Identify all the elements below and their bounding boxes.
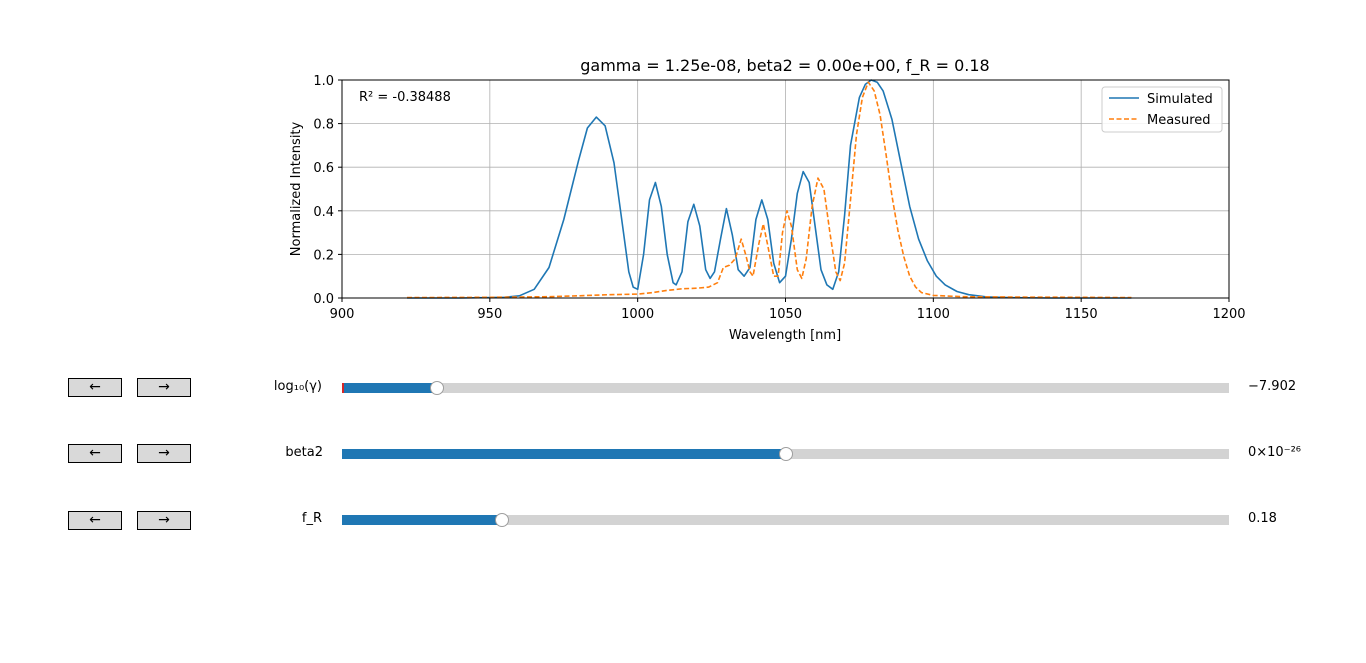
beta2-slider-fill bbox=[342, 449, 786, 459]
y-tick-label: 0.2 bbox=[313, 248, 334, 263]
fr-slider-label: f_R bbox=[301, 511, 322, 526]
x-tick-label: 1050 bbox=[769, 307, 802, 322]
y-tick-label: 0.4 bbox=[313, 205, 334, 220]
fr-next-button[interactable]: → bbox=[137, 511, 191, 530]
y-tick-label: 0.0 bbox=[313, 292, 334, 307]
beta2-slider-label: beta2 bbox=[285, 445, 323, 460]
x-tick-label: 1000 bbox=[621, 307, 654, 322]
y-axis-label: Normalized Intensity bbox=[289, 121, 304, 256]
gamma-next-button[interactable]: → bbox=[137, 378, 191, 397]
fr-slider-track[interactable] bbox=[342, 513, 1229, 527]
beta2-next-button[interactable]: → bbox=[137, 444, 191, 463]
fr-prev-button[interactable]: ← bbox=[68, 511, 122, 530]
gamma-slider-label: log₁₀(γ) bbox=[273, 379, 322, 394]
gamma-slider-init-marker bbox=[342, 383, 344, 393]
gamma-slider-fill bbox=[342, 383, 437, 393]
legend: Simulated Measured bbox=[1101, 86, 1223, 133]
legend-simulated-label: Simulated bbox=[1147, 92, 1213, 107]
beta2-slider-value: 0×10⁻²⁶ bbox=[1248, 445, 1301, 460]
beta2-slider-track[interactable] bbox=[342, 447, 1229, 461]
x-tick-label: 1200 bbox=[1212, 307, 1245, 322]
x-tick-label: 900 bbox=[330, 307, 355, 322]
beta2-slider-handle[interactable] bbox=[778, 447, 793, 461]
gamma-slider-handle[interactable] bbox=[429, 381, 444, 395]
beta2-prev-button[interactable]: ← bbox=[68, 444, 122, 463]
gamma-prev-button[interactable]: ← bbox=[68, 378, 122, 397]
series-line-measured bbox=[406, 81, 1132, 299]
y-tick-label: 0.8 bbox=[313, 118, 334, 133]
x-tick-label: 1150 bbox=[1065, 307, 1098, 322]
chart-title: gamma = 1.25e-08, beta2 = 0.00e+00, f_R … bbox=[580, 56, 989, 76]
fr-slider-fill bbox=[342, 515, 502, 525]
gamma-slider-value: −7.902 bbox=[1248, 379, 1297, 394]
x-tick-label: 950 bbox=[477, 307, 502, 322]
y-tick-label: 1.0 bbox=[313, 74, 334, 89]
spectrum-chart: 900 950 1000 1050 1100 1150 1200 0.0 0.2 0.4 0.6 0.… bbox=[289, 56, 1246, 343]
series-layer bbox=[406, 79, 1132, 299]
fr-slider-handle[interactable] bbox=[494, 513, 509, 527]
x-axis-label: Wavelength [nm] bbox=[729, 328, 841, 343]
series-line-simulated bbox=[407, 79, 1132, 299]
fr-slider-value: 0.18 bbox=[1248, 511, 1277, 526]
ticks: 900 950 1000 1050 1100 1150 1200 0.0 0.2 0.4 0.6 0.… bbox=[313, 74, 1245, 322]
r-squared-annotation: R² = -0.38488 bbox=[359, 90, 451, 105]
y-tick-label: 0.6 bbox=[313, 161, 334, 176]
gamma-slider-track[interactable] bbox=[342, 381, 1229, 395]
legend-measured-label: Measured bbox=[1147, 113, 1211, 128]
x-tick-label: 1100 bbox=[917, 307, 950, 322]
grid-lines bbox=[341, 79, 1230, 299]
